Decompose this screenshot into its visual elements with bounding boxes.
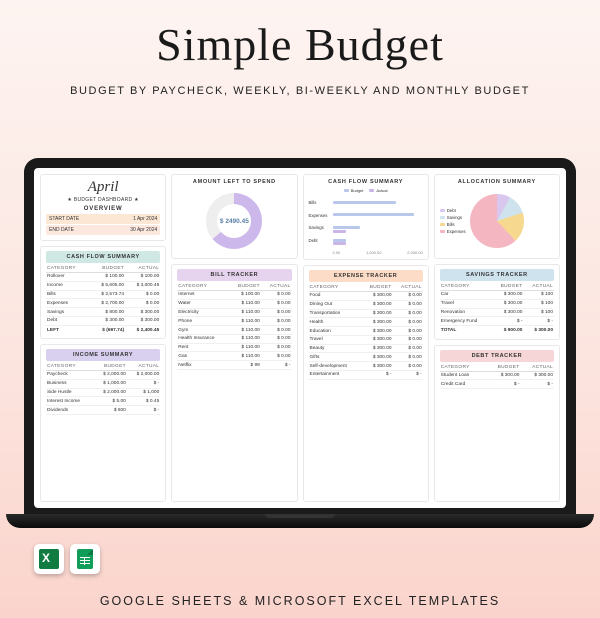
- donut-value: $ 2490.45: [220, 218, 249, 225]
- barchart-panel: CASH FLOW SUMMARY BudgetActual BillsExpe…: [303, 174, 429, 260]
- savings-tracker-table: CATEGORYBUDGETACTUALCar$ 300.00$ 100Trav…: [440, 283, 554, 335]
- overview-end: END DATE30 Apr 2024: [46, 225, 160, 235]
- month-panel: April ★ BUDGET DASHBOARD ★ OVERVIEW STAR…: [40, 174, 166, 241]
- expense-tracker-table: CATEGORYBUDGETACTUALFood$ 300.00$ 0.00Di…: [309, 284, 423, 380]
- sheets-icon: [70, 544, 100, 574]
- app-icons: [34, 544, 100, 574]
- bill-tracker-table: CATEGORYBUDGETACTUALInternet$ 100.00$ 0.…: [177, 283, 291, 370]
- overview-title: OVERVIEW: [46, 206, 160, 212]
- laptop-mockup: April ★ BUDGET DASHBOARD ★ OVERVIEW STAR…: [24, 158, 576, 528]
- debt-tracker-table: CATEGORYBUDGETACTUALStudent Loan$ 300.00…: [440, 364, 554, 390]
- hero-title: Simple Budget: [0, 18, 600, 71]
- cashflow-summary-panel: CASH FLOW SUMMARY CATEGORYBUDGETACTUALRo…: [40, 246, 166, 339]
- expense-tracker-header: EXPENSE TRACKER: [309, 270, 423, 282]
- month-title: April: [46, 179, 160, 196]
- barchart-bars: BillsExpensesSavingsDebt: [309, 194, 423, 249]
- laptop-base: [6, 514, 594, 528]
- bill-tracker-panel: BILL TRACKER CATEGORYBUDGETACTUALInterne…: [171, 264, 297, 502]
- barchart-legend: BudgetActual: [309, 188, 423, 193]
- cashflow-summary-header: CASH FLOW SUMMARY: [46, 251, 160, 263]
- bill-tracker-header: BILL TRACKER: [177, 269, 291, 281]
- expense-tracker-panel: EXPENSE TRACKER CATEGORYBUDGETACTUALFood…: [303, 265, 429, 502]
- debt-tracker-header: DEBT TRACKER: [440, 350, 554, 362]
- overview-start: START DATE1 Apr 2024: [46, 214, 160, 224]
- income-summary-panel: INCOME SUMMARY CATEGORYBUDGETACTUALPaych…: [40, 344, 166, 502]
- cashflow-summary-table: CATEGORYBUDGETACTUALRollover$ 100.00$ 10…: [46, 265, 160, 334]
- hero-subtitle: BUDGET BY PAYCHECK, WEEKLY, BI-WEEKLY AN…: [0, 85, 600, 97]
- dashboard: April ★ BUDGET DASHBOARD ★ OVERVIEW STAR…: [34, 168, 566, 508]
- donut-panel: AMOUNT LEFT TO SPEND $ 2490.45: [171, 174, 297, 259]
- barchart-axis: 0.001,000.002,000.00: [309, 250, 423, 255]
- footer-text: GOOGLE SHEETS & MICROSOFT EXCEL TEMPLATE…: [0, 594, 600, 608]
- dashboard-subtitle: ★ BUDGET DASHBOARD ★: [46, 197, 160, 203]
- excel-icon: [34, 544, 64, 574]
- debt-tracker-panel: DEBT TRACKER CATEGORYBUDGETACTUALStudent…: [434, 345, 560, 502]
- savings-tracker-panel: SAVINGS TRACKER CATEGORYBUDGETACTUALCar$…: [434, 264, 560, 340]
- pie-title: ALLOCATION SUMMARY: [440, 179, 554, 185]
- pie-chart: [470, 194, 524, 248]
- pie-panel: ALLOCATION SUMMARY DebtSavingsBillsExpen…: [434, 174, 560, 259]
- pie-legend: DebtSavingsBillsExpenses: [440, 208, 466, 234]
- savings-tracker-header: SAVINGS TRACKER: [440, 269, 554, 281]
- donut-title: AMOUNT LEFT TO SPEND: [177, 179, 291, 185]
- income-summary-header: INCOME SUMMARY: [46, 349, 160, 361]
- barchart-title: CASH FLOW SUMMARY: [309, 179, 423, 185]
- income-summary-table: CATEGORYBUDGETACTUALPaycheck$ 2,000.00$ …: [46, 363, 160, 415]
